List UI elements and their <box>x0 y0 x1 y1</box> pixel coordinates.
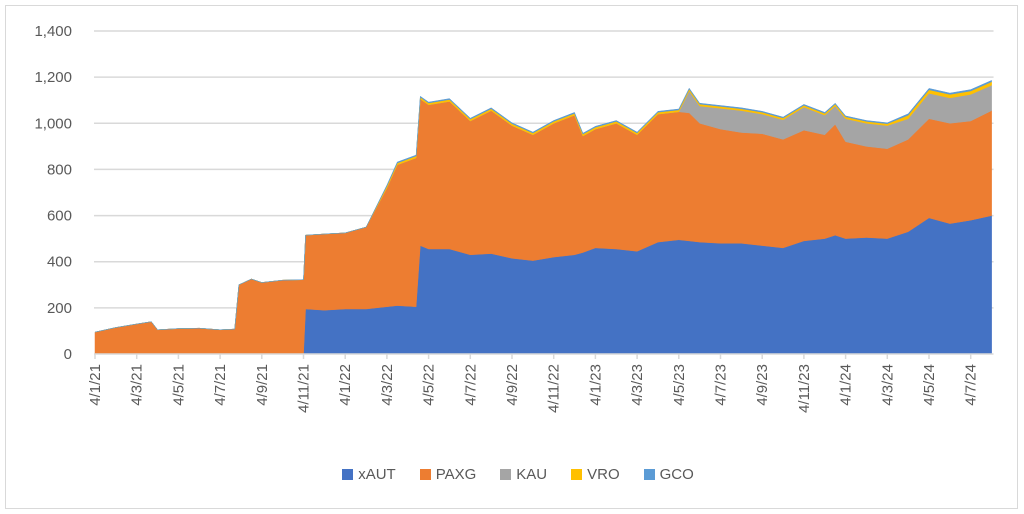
x-tick-label: 4/3/23 <box>629 364 646 406</box>
x-tick-label: 4/7/22 <box>462 364 479 406</box>
legend-item-xaut: xAUT <box>342 466 396 483</box>
x-tick-label: 4/9/23 <box>754 364 771 406</box>
x-tick-label: 4/3/24 <box>879 364 896 406</box>
legend-item-kau: KAU <box>500 466 547 483</box>
y-tick-label: 1,000 <box>34 115 72 132</box>
legend-swatch <box>500 469 512 480</box>
legend-swatch <box>419 469 431 480</box>
legend-item-paxg: PAXG <box>419 466 477 483</box>
x-tick-label: 4/5/22 <box>421 364 438 406</box>
legend-label: VRO <box>587 466 620 483</box>
legend-label: xAUT <box>358 466 396 483</box>
legend-swatch <box>643 469 655 480</box>
x-tick-label: 4/5/24 <box>921 364 938 406</box>
y-tick-label: 800 <box>47 161 72 178</box>
x-tick-label: 4/5/23 <box>671 364 688 406</box>
x-tick-label: 4/11/23 <box>796 364 813 413</box>
x-tick-label: 4/1/24 <box>838 364 855 406</box>
legend: xAUT PAXG KAU VRO GCO <box>0 466 1024 483</box>
y-tick-label: 1,200 <box>34 69 72 86</box>
series-areas <box>94 80 992 355</box>
y-tick-label: 600 <box>47 208 72 225</box>
y-tick-label: 1,400 <box>34 23 72 40</box>
x-tick-label: 4/11/22 <box>546 364 563 413</box>
legend-label: KAU <box>516 466 548 483</box>
area-gco <box>94 80 992 333</box>
legend-label: GCO <box>659 466 694 483</box>
x-tick-label: 4/11/21 <box>296 364 313 413</box>
y-tick-label: 0 <box>64 346 72 363</box>
x-tick-label: 4/1/21 <box>87 364 104 406</box>
x-tick-label: 4/7/23 <box>713 364 730 406</box>
x-tick-label: 4/3/22 <box>379 364 396 406</box>
y-tick-label: 400 <box>47 254 72 271</box>
legend-item-gco: GCO <box>643 466 694 483</box>
x-tick-label: 4/1/22 <box>337 364 354 406</box>
legend-label: PAXG <box>435 466 477 483</box>
x-tick-label: 4/3/21 <box>129 364 146 406</box>
legend-item-vro: VRO <box>571 466 620 483</box>
legend-swatch <box>342 469 354 480</box>
y-axis: 0 200 400 600 800 1,000 1,200 1,400 <box>34 23 72 363</box>
x-tick-label: 4/9/22 <box>504 364 521 406</box>
x-axis: 4/1/21 4/3/21 4/5/21 4/7/21 4/9/21 4/11/21 4/1… <box>87 353 994 413</box>
x-tick-label: 4/9/21 <box>254 364 271 406</box>
chart-frame <box>5 5 1018 509</box>
x-tick-label: 4/7/24 <box>963 364 980 406</box>
legend-swatch <box>571 469 583 480</box>
x-tick-label: 4/7/21 <box>212 364 229 406</box>
y-tick-label: 200 <box>47 300 72 317</box>
x-tick-label: 4/5/21 <box>170 364 187 406</box>
x-tick-label: 4/1/23 <box>587 364 604 406</box>
